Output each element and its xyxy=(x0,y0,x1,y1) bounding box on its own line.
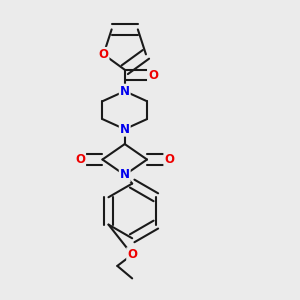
Text: N: N xyxy=(120,169,130,182)
Text: O: O xyxy=(127,248,137,261)
Text: N: N xyxy=(120,85,130,98)
Text: O: O xyxy=(164,153,174,166)
Text: O: O xyxy=(148,69,158,82)
Text: O: O xyxy=(98,48,109,61)
Text: O: O xyxy=(75,153,85,166)
Text: N: N xyxy=(120,123,130,136)
